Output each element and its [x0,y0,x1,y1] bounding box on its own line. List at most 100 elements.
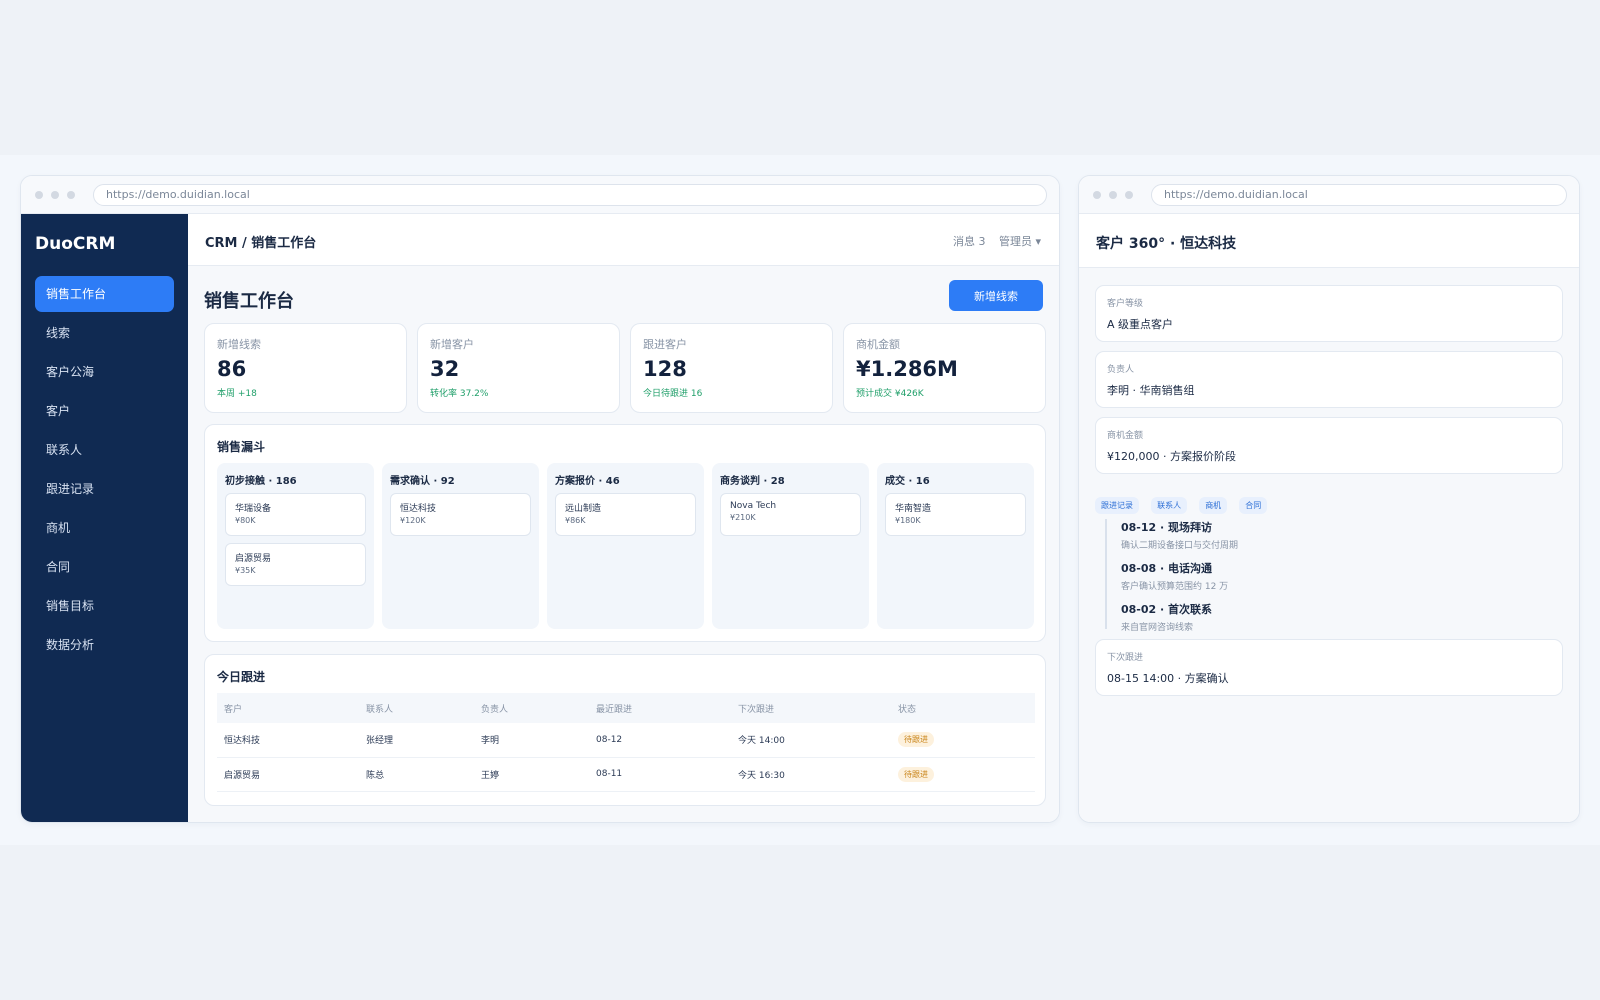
deal-card[interactable]: 华南智造 ¥180K [885,493,1026,536]
browser-chrome: https://demo.duidian.local [1079,176,1579,214]
cell-next-followup: 今天 14:00 [731,723,891,758]
window-dot-icon[interactable] [67,191,75,199]
window-dot-icon[interactable] [51,191,59,199]
info-label: 负责人 [1107,365,1135,375]
funnel-stage: 需求确认 · 92 恒达科技 ¥120K [382,463,539,629]
sidebar-item-sales-workbench[interactable]: 销售工作台 [35,276,174,312]
cell-status: 待跟进 [891,757,1035,792]
stat-value: 32 [430,357,460,381]
sidebar-nav: 销售工作台 线索 客户公海 客户 联系人 跟进记录 商机 合同 销售目标 数据分… [35,276,174,666]
stat-card-followup-customers: 跟进客户 128 今日待跟进 16 [630,323,833,413]
url-bar[interactable]: https://demo.duidian.local [93,184,1047,206]
stat-card-new-customers: 新增客户 32 转化率 37.2% [417,323,620,413]
window-dot-icon[interactable] [1125,191,1133,199]
tab-contacts[interactable]: 联系人 [1151,497,1188,514]
deal-name: 远山制造 [565,504,602,514]
window-dot-icon[interactable] [35,191,43,199]
cell-customer: 恒达科技 [217,723,359,758]
sidebar-item-customers[interactable]: 客户 [46,404,71,418]
timeline-desc: 确认二期设备接口与交付周期 [1121,541,1239,551]
info-label: 客户等级 [1107,299,1144,309]
stat-card-opportunity-amount: 商机金额 ¥1.286M 预计成交 ¥426K [843,323,1046,413]
deal-amount: ¥80K [235,516,256,525]
tab-opportunities[interactable]: 商机 [1199,497,1228,514]
sidebar: DuoCRM 销售工作台 线索 客户公海 客户 联系人 跟进记录 商机 合同 销… [21,214,188,822]
stat-label: 新增客户 [430,338,474,351]
timeline-desc: 来自官网咨询线索 [1121,623,1194,633]
browser-chrome: https://demo.duidian.local [21,176,1059,214]
side-header: 客户 360° · 恒达科技 [1079,214,1579,268]
url-bar[interactable]: https://demo.duidian.local [1151,184,1567,206]
sidebar-item-leads[interactable]: 线索 [46,326,71,340]
deal-name: 华瑞设备 [235,504,272,514]
stat-value: 128 [643,357,687,381]
table-row[interactable]: 启源贸易 陈总 王婷 08-11 今天 16:30 待跟进 [217,757,1035,792]
sidebar-item-sales-targets[interactable]: 销售目标 [46,599,95,613]
side-body: 客户等级 A 级重点客户 负责人 李明 · 华南销售组 商机金额 ¥120,00… [1079,268,1579,822]
sidebar-item-contacts[interactable]: 联系人 [46,443,83,457]
deal-card[interactable]: 远山制造 ¥86K [555,493,696,536]
customer-360-window: https://demo.duidian.local 客户 360° · 恒达科… [1078,175,1580,823]
funnel-stage: 成交 · 16 华南智造 ¥180K [877,463,1034,629]
backdrop-bottom [0,845,1600,1000]
sidebar-item-opportunities[interactable]: 商机 [46,521,71,535]
app-logo: DuoCRM [35,234,116,254]
followups-table: 客户 联系人 负责人 最近跟进 下次跟进 状态 恒达科技 张经理 李明 08-1… [217,693,1035,792]
window-dot-icon[interactable] [1109,191,1117,199]
messages-link[interactable]: 消息 3 [952,235,986,248]
timeline-item: 08-12 · 现场拜访 确认二期设备接口与交付周期 [1121,519,1545,560]
sidebar-item-customer-pool[interactable]: 客户公海 [46,365,95,379]
timeline-title: 08-02 · 首次联系 [1121,603,1213,616]
sidebar-item-followups[interactable]: 跟进记录 [46,482,95,496]
stat-label: 跟进客户 [643,338,687,351]
table-row[interactable]: 恒达科技 张经理 李明 08-12 今天 14:00 待跟进 [217,723,1035,758]
stage-title: 初步接触 · 186 [225,476,297,487]
tab-followup-records[interactable]: 跟进记录 [1095,497,1139,514]
customer-360-title: 客户 360° · 恒达科技 [1096,236,1237,252]
backdrop-top [0,0,1600,155]
timeline-item: 08-08 · 电话沟通 客户确认预算范围约 12 万 [1121,560,1545,601]
breadcrumb: CRM / 销售工作台 [205,236,317,251]
deal-amount: ¥180K [895,516,921,525]
column-header: 最近跟进 [589,693,731,723]
stats-row: 新增线索 86 本周 +18 新增客户 32 转化率 37.2% 跟进客户 12… [204,323,1046,413]
stat-sub: 转化率 37.2% [430,389,489,399]
table-header-row: 客户 联系人 负责人 最近跟进 下次跟进 状态 [217,693,1035,723]
stat-label: 商机金额 [856,338,900,351]
sidebar-item-analytics[interactable]: 数据分析 [46,638,95,652]
deal-card[interactable]: 恒达科技 ¥120K [390,493,531,536]
deal-amount: ¥210K [730,513,756,522]
deal-card[interactable]: 启源贸易 ¥35K [225,543,366,586]
status-badge: 待跟进 [898,732,934,748]
info-label: 商机金额 [1107,431,1144,441]
cell-last-followup: 08-11 [589,757,731,792]
info-value: ¥120,000 · 方案报价阶段 [1107,450,1236,463]
stage-title: 商务谈判 · 28 [720,476,785,487]
stat-sub: 今日待跟进 16 [643,389,703,399]
funnel-stage: 商务谈判 · 28 Nova Tech ¥210K [712,463,869,629]
status-badge: 待跟进 [898,766,934,782]
cell-owner: 李明 [474,723,589,758]
info-value: A 级重点客户 [1107,318,1174,331]
tab-contracts[interactable]: 合同 [1239,497,1268,514]
page-title: 销售工作台 [204,291,294,312]
column-header: 负责人 [474,693,589,723]
deal-card[interactable]: Nova Tech ¥210K [720,493,861,536]
timeline-item: 08-02 · 首次联系 来自官网咨询线索 [1121,601,1545,642]
new-lead-button[interactable]: 新增线索 [949,280,1043,311]
panel-title: 销售漏斗 [217,440,266,454]
window-dot-icon[interactable] [1093,191,1101,199]
cell-owner: 王婷 [474,757,589,792]
stage-title: 成交 · 16 [885,476,930,487]
timeline-title: 08-12 · 现场拜访 [1121,521,1213,534]
column-header: 下次跟进 [731,693,891,723]
sidebar-item-contracts[interactable]: 合同 [46,560,71,574]
detail-tabs: 跟进记录 联系人 商机 合同 [1095,493,1274,514]
user-menu[interactable]: 管理员 ▾ [998,235,1041,248]
activity-timeline: 08-12 · 现场拜访 确认二期设备接口与交付周期 08-08 · 电话沟通 … [1105,519,1545,633]
today-followups-panel: 今日跟进 客户 联系人 负责人 最近跟进 下次跟进 状态 恒达科技 张经理 [204,654,1046,806]
funnel-stage: 初步接触 · 186 华瑞设备 ¥80K 启源贸易 ¥35K [217,463,374,629]
funnel-stage: 方案报价 · 46 远山制造 ¥86K [547,463,704,629]
deal-card[interactable]: 华瑞设备 ¥80K [225,493,366,536]
stat-value: ¥1.286M [856,357,958,381]
